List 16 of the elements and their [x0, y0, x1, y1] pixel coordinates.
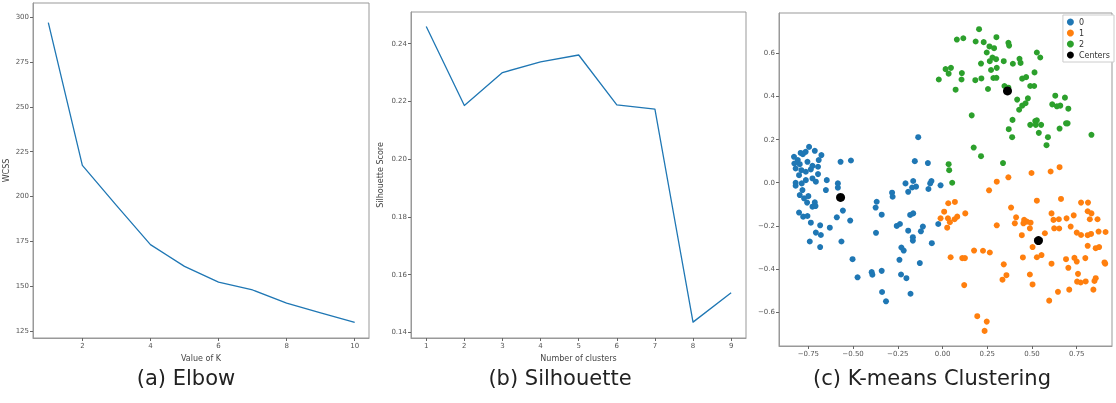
- y-axis-title: WCSS: [1, 158, 11, 183]
- line-series: [47, 22, 356, 324]
- text: (b) Silhouette: [488, 365, 632, 390]
- text: (c) K-means Clustering: [813, 365, 1051, 390]
- legend-label: 0: [1078, 17, 1084, 27]
- line-series: [425, 25, 732, 323]
- text: (a) Elbow: [136, 365, 236, 390]
- legend-label: 1: [1078, 28, 1084, 38]
- point: [1003, 86, 1012, 96]
- x-axis-title: Value of K: [180, 353, 222, 363]
- legend-label: Centers: [1078, 50, 1110, 60]
- y-axis-title: Silhouette Score: [375, 142, 385, 208]
- x-axis-title: Number of clusters: [540, 353, 617, 363]
- point: [836, 192, 846, 202]
- legend-label: 2: [1078, 39, 1084, 49]
- point: [1033, 236, 1043, 246]
